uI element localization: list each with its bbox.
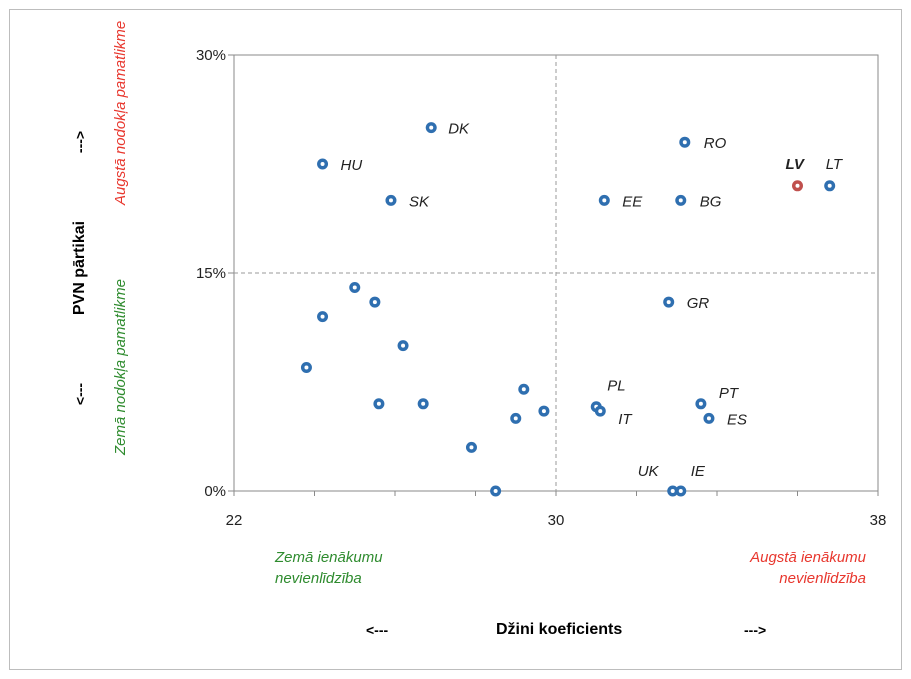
y-tick-label: 30%	[196, 47, 226, 64]
data-point-center	[827, 183, 832, 188]
point-label-lv: LV	[786, 156, 806, 173]
y-tick-label: 15%	[196, 265, 226, 282]
point-label-ee: EE	[622, 193, 643, 210]
data-point-center	[401, 343, 406, 348]
point-label-gr: GR	[687, 295, 710, 312]
y-arrow-up: --->	[72, 130, 88, 154]
y-tick-label: 0%	[204, 483, 226, 500]
point-label-es: ES	[727, 411, 747, 428]
high-tax-annotation: Augstā nodokļa pamatlikme	[112, 20, 129, 205]
x-arrow-right: --->	[744, 622, 767, 638]
data-point-center	[513, 416, 518, 421]
data-point-center	[388, 198, 393, 203]
data-point-center	[320, 314, 325, 319]
low-inequality-line2: nevienlīdzība	[275, 570, 362, 587]
data-point-center	[670, 489, 675, 493]
point-label-bg: BG	[700, 193, 722, 210]
low-tax-annotation: Zemā nodokļa pamatlikme	[112, 279, 129, 455]
data-point-center	[320, 162, 325, 166]
y-axis-title: PVN pārtikai	[71, 220, 88, 316]
chart-frame	[9, 9, 902, 670]
data-point-center	[429, 125, 434, 130]
x-tick-label: 30	[548, 512, 565, 529]
x-arrow-left: <---	[366, 622, 389, 638]
data-point-center	[678, 489, 683, 493]
data-point-center	[521, 387, 526, 392]
data-point-center	[602, 198, 607, 203]
data-point-center	[493, 489, 498, 493]
data-point-center	[795, 183, 800, 188]
point-label-lt: LT	[826, 156, 844, 173]
point-label-sk: SK	[409, 193, 430, 210]
x-tick-label: 22	[226, 512, 243, 529]
data-point-center	[598, 409, 603, 414]
data-point-center	[421, 401, 426, 406]
data-point-center	[698, 401, 703, 406]
high-inequality-line1: Augstā ienākumu	[750, 549, 866, 566]
x-tick-label: 38	[870, 512, 887, 529]
low-inequality-annotation: Zemā ienākumu nevienlīdzība	[275, 547, 435, 589]
point-label-ro: RO	[704, 135, 727, 152]
data-point-center	[352, 285, 357, 290]
high-inequality-annotation: Augstā ienākumu nevienlīdzība	[706, 547, 866, 589]
y-arrow-down: <---	[72, 382, 88, 406]
data-point-center	[372, 300, 377, 305]
point-label-pt: PT	[719, 385, 740, 402]
point-label-ie: IE	[691, 463, 706, 480]
data-point-center	[678, 198, 683, 203]
data-point-center	[304, 365, 309, 370]
data-point-center	[682, 140, 687, 145]
low-inequality-line1: Zemā ienākumu	[275, 549, 383, 566]
data-point-center	[376, 401, 381, 406]
x-axis-title: Džini koeficients	[496, 621, 623, 638]
data-point-center	[469, 445, 474, 450]
point-label-uk: UK	[638, 463, 660, 480]
data-point-center	[541, 409, 546, 414]
data-point-center	[706, 416, 711, 421]
point-label-dk: DK	[448, 121, 470, 138]
data-point-center	[666, 300, 671, 305]
high-inequality-line2: nevienlīdzība	[779, 570, 866, 587]
point-label-hu: HU	[341, 157, 363, 174]
point-label-pl: PL	[607, 378, 625, 395]
point-label-it: IT	[618, 411, 633, 428]
